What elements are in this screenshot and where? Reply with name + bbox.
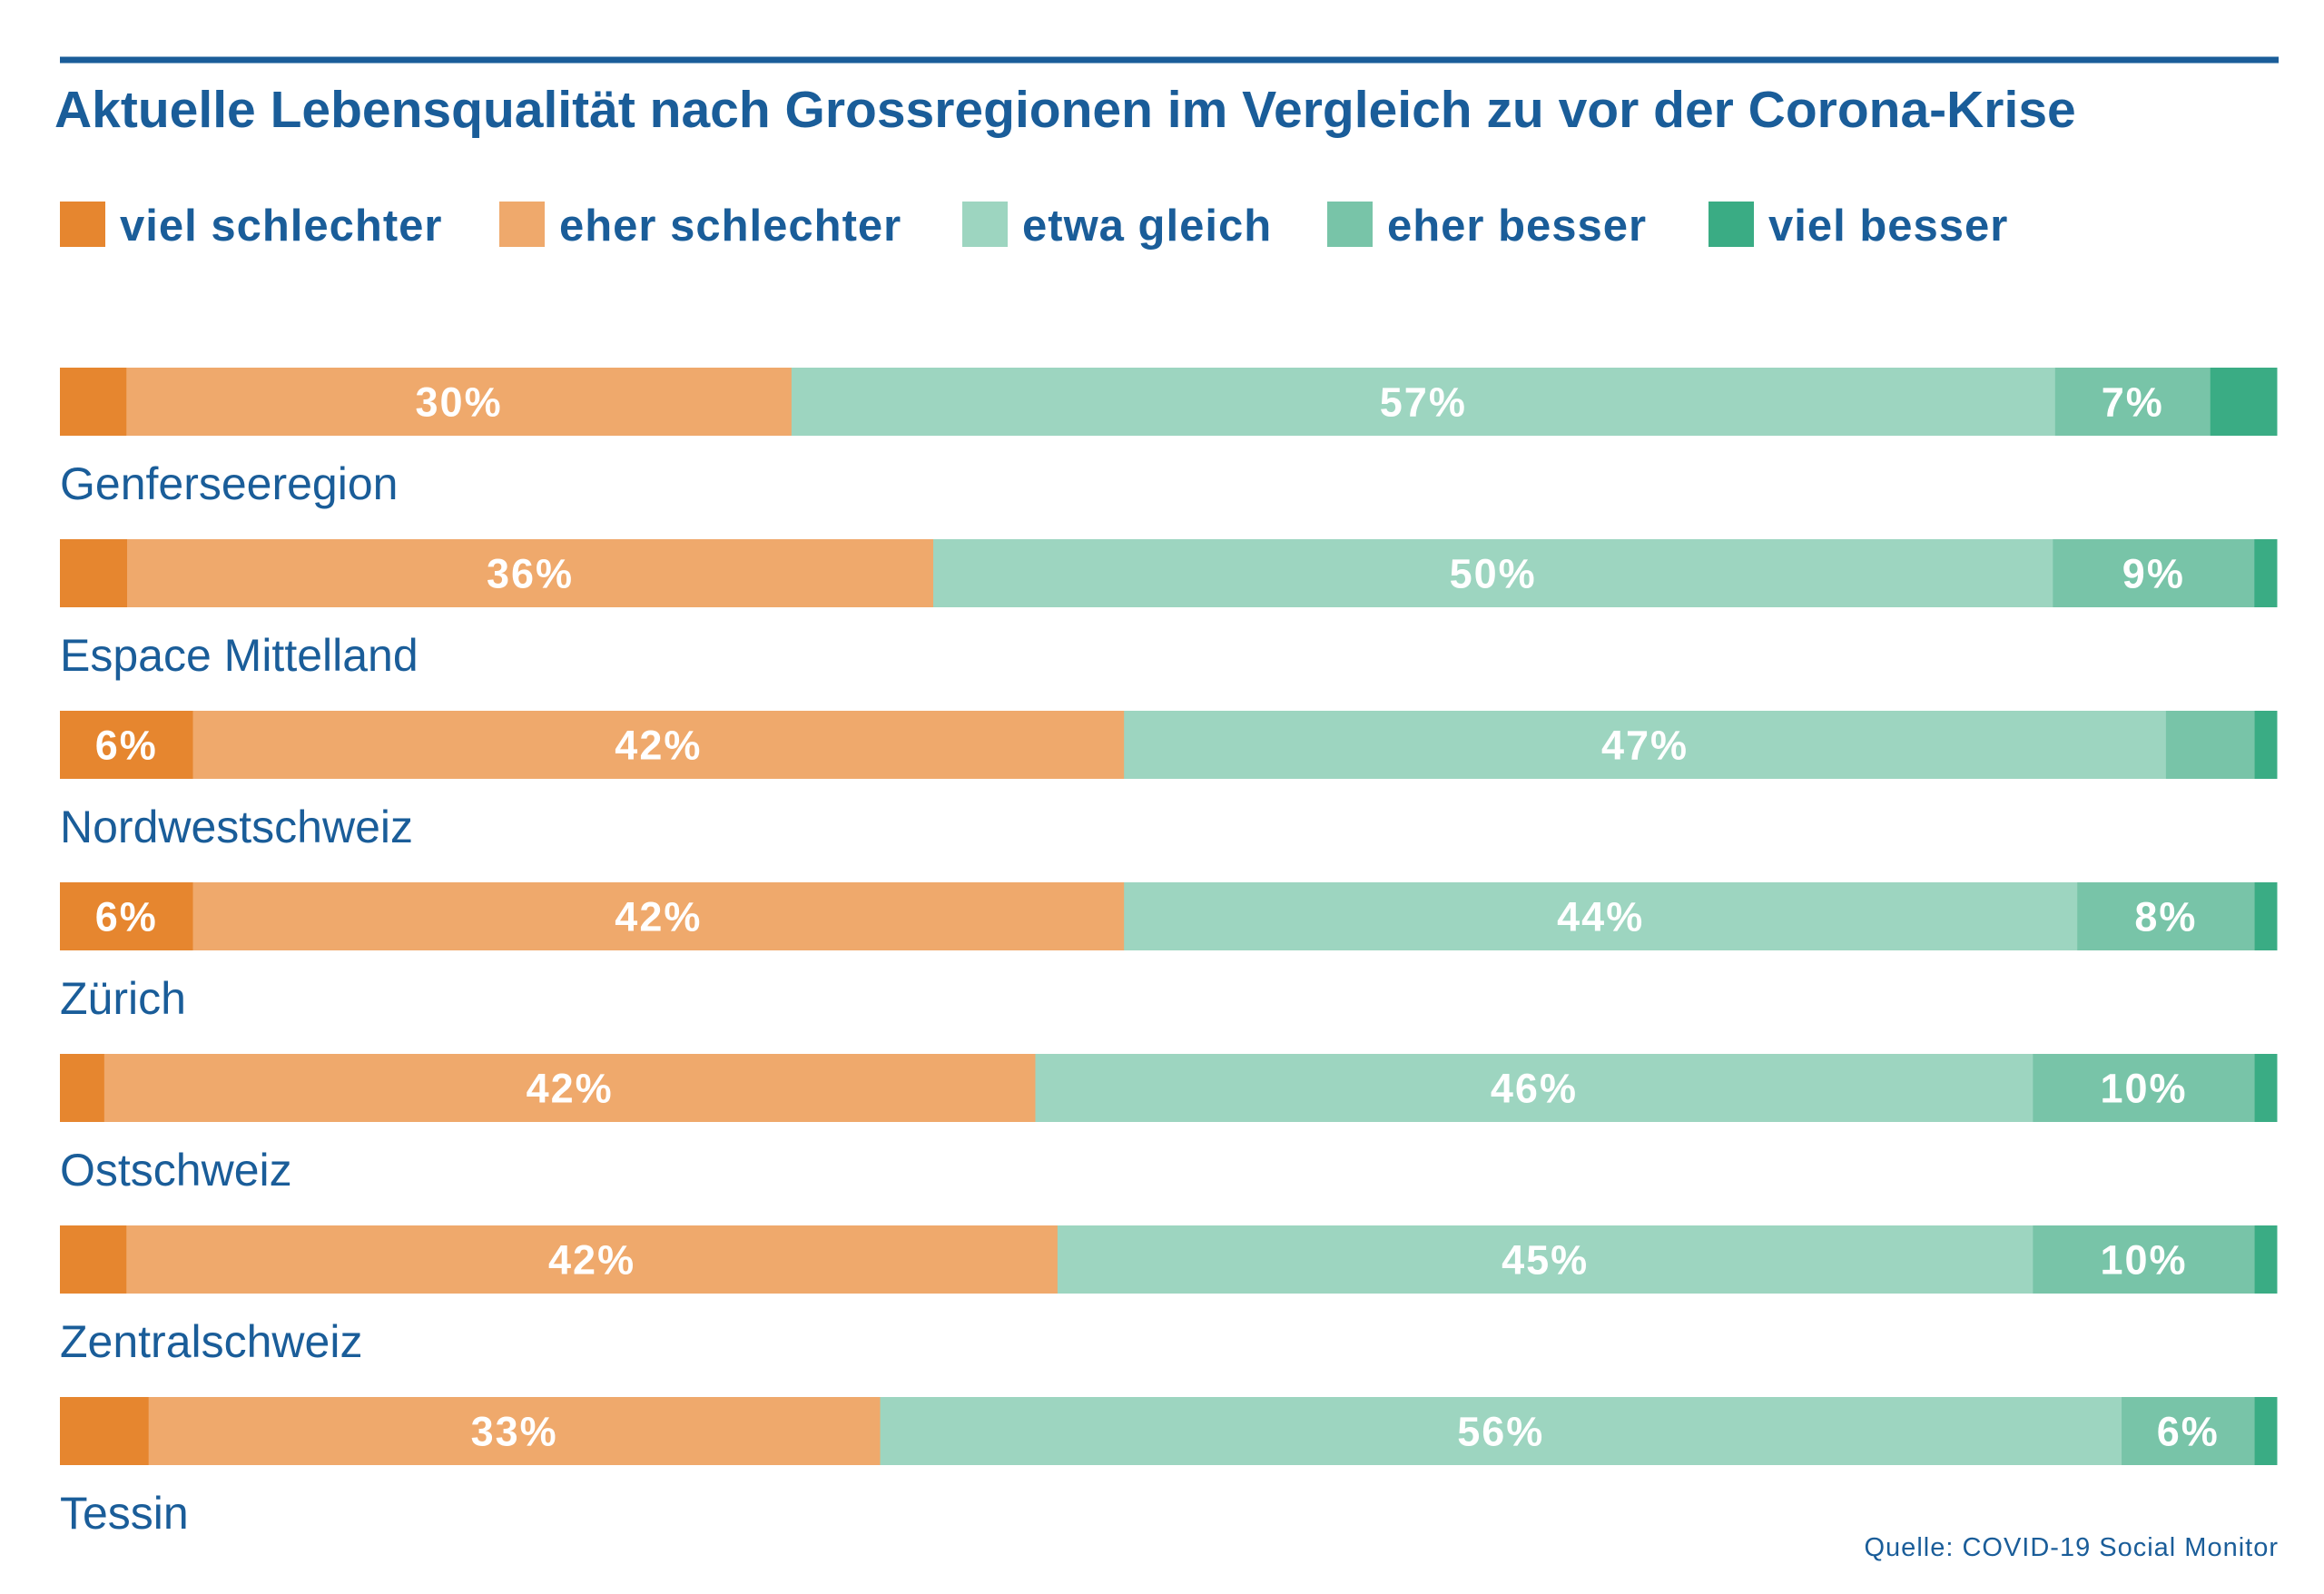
bar-segment	[2053, 539, 2255, 607]
bar-value-label: 44%	[1557, 894, 1644, 940]
legend-label: eher schlechter	[559, 202, 901, 251]
chart-title: Aktuelle Lebensqualität nach Grossregion…	[54, 81, 2076, 139]
bar-value-label: 42%	[615, 894, 702, 940]
bar-segment	[60, 539, 128, 607]
bar-segment	[2254, 539, 2278, 607]
bar-value-label: 47%	[1601, 723, 1689, 769]
bar-value-label: 6%	[2157, 1409, 2220, 1455]
category-label: Tessin	[60, 1488, 189, 1539]
bar-value-label: 7%	[2102, 379, 2164, 426]
category-label: Ostschweiz	[60, 1145, 292, 1196]
legend-swatch	[499, 202, 545, 247]
bar-segment	[880, 1397, 2122, 1465]
bars: 30% 57% 7% Genferseeregion 36% 50% 9% Espace Mi…	[60, 368, 2278, 1539]
bar-value-label: 57%	[1380, 379, 1467, 426]
bar-segment	[2254, 711, 2278, 779]
bar-value-label: 36%	[487, 551, 574, 597]
legend: viel schlechter eher schlechter etwa gleic…	[60, 202, 2008, 251]
legend-label: viel besser	[1768, 202, 2008, 251]
bar-segment	[1057, 1225, 2034, 1294]
bar-segment	[1035, 1054, 2034, 1122]
bar-segment	[148, 1397, 881, 1465]
bar-segment	[2122, 1397, 2256, 1465]
bar-segment	[126, 368, 793, 436]
bar-value-label: 56%	[1457, 1409, 1544, 1455]
bar-segment	[126, 1225, 1059, 1294]
category-label: Zentralschweiz	[60, 1316, 362, 1367]
bar-value-label: 10%	[2100, 1066, 2187, 1112]
legend-swatch	[962, 202, 1008, 247]
bar-value-label: 42%	[527, 1066, 614, 1112]
bar-value-label: 6%	[95, 723, 158, 769]
bar-segment	[127, 539, 934, 607]
bar-value-label: 10%	[2100, 1237, 2187, 1284]
bar-value-label: 33%	[471, 1409, 558, 1455]
source-note: Quelle: COVID-19 Social Monitor	[1865, 1533, 2280, 1562]
legend-swatch	[1327, 202, 1373, 247]
bar-value-label: 42%	[615, 723, 702, 769]
bar-segment	[1124, 711, 2167, 779]
bar-value-label: 50%	[1450, 551, 1537, 597]
legend-label: eher besser	[1387, 202, 1647, 251]
bar-segment	[192, 882, 1125, 950]
category-label: Zürich	[60, 973, 186, 1024]
bar-segment	[933, 539, 2053, 607]
bar-segment	[791, 368, 2056, 436]
bar-segment	[2254, 1397, 2278, 1465]
bar-segment	[2254, 882, 2278, 950]
legend-swatch	[60, 202, 105, 247]
legend-label: etwa gleich	[1022, 202, 1272, 251]
bar-segment	[1124, 882, 2078, 950]
bar-segment	[60, 711, 194, 779]
bar-segment	[60, 1397, 150, 1465]
bar-segment	[2254, 1054, 2278, 1122]
bar-segment	[60, 1054, 105, 1122]
bar-segment	[60, 368, 127, 436]
bar-segment	[2033, 1225, 2256, 1294]
bar-segment	[2254, 1225, 2278, 1294]
bar-value-label: 8%	[2134, 894, 2197, 940]
category-label: Espace Mittelland	[60, 630, 419, 681]
bar-value-label: 30%	[416, 379, 503, 426]
bar-value-label: 9%	[2122, 551, 2185, 597]
bar-value-label: 45%	[1502, 1237, 1589, 1284]
bar-segment	[2077, 882, 2256, 950]
legend-swatch	[1709, 202, 1754, 247]
bar-segment	[2165, 711, 2256, 779]
category-label: Nordwestschweiz	[60, 802, 413, 852]
bar-segment	[103, 1054, 1036, 1122]
bar-segment	[60, 882, 194, 950]
category-label: Genferseeregion	[60, 458, 398, 509]
bar-value-label: 6%	[95, 894, 158, 940]
bar-value-label: 46%	[1491, 1066, 1578, 1112]
bar-segment	[2033, 1054, 2256, 1122]
bar-segment	[60, 1225, 127, 1294]
bar-segment	[192, 711, 1125, 779]
bar-segment	[2054, 368, 2211, 436]
bar-segment	[2210, 368, 2278, 436]
legend-label: viel schlechter	[120, 202, 442, 251]
bar-value-label: 42%	[548, 1237, 635, 1284]
